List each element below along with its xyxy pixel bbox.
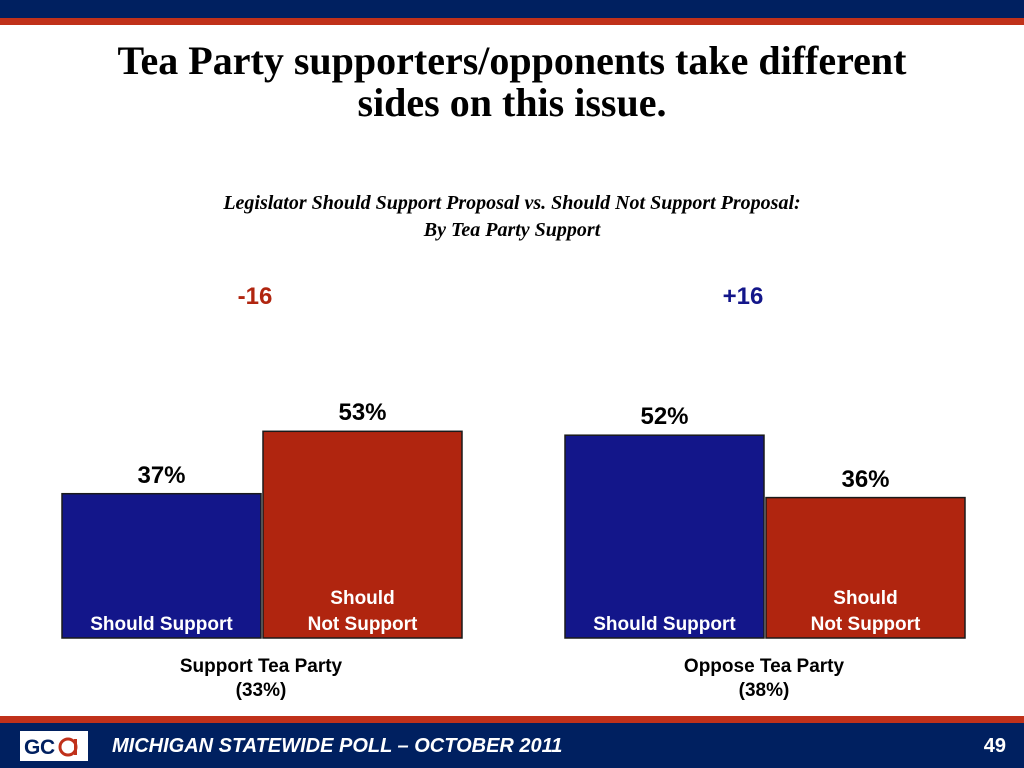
page-number: 49 — [983, 735, 1006, 757]
slide-title: Tea Party supporters/opponents take diff… — [0, 40, 1024, 124]
footer-poll-title: MICHIGAN STATEWIDE POLL – OCTOBER 2011 — [112, 735, 563, 757]
group-name: Support Tea Party — [179, 656, 343, 677]
gca-logo: G C — [20, 731, 88, 761]
bar-category-label-line-1: Should — [833, 588, 898, 609]
bar-value-label: 37% — [137, 461, 186, 489]
bar-category-label: Should Support — [62, 612, 262, 638]
header-navy-bar — [0, 0, 1024, 18]
bar-should-not-support — [765, 496, 966, 639]
chart-subtitle-line-1: Legislator Should Support Proposal vs. S… — [223, 192, 801, 214]
bar-category-label-line-1: Should Support — [593, 614, 736, 635]
footer-navy-bar — [0, 723, 1024, 768]
gca-logo-icon: G C — [24, 736, 78, 759]
bar-should-support — [61, 492, 262, 639]
bar-value-label: 53% — [338, 399, 387, 427]
bar-category-label-line-2: Not Support — [810, 614, 921, 635]
bar-category-label-line-1: Should Support — [90, 614, 233, 635]
bar-should-support — [564, 434, 765, 639]
group-share: (33%) — [235, 680, 287, 701]
bar-should-not-support — [262, 430, 463, 639]
slide-title-line-1: Tea Party supporters/opponents take diff… — [117, 38, 907, 83]
chart-subtitle: Legislator Should Support Proposal vs. S… — [0, 190, 1024, 244]
group-label-oppose-tea-party: Oppose Tea Party (38%) — [614, 655, 914, 703]
svg-text:G: G — [24, 736, 40, 759]
group-label-support-tea-party: Support Tea Party (33%) — [111, 655, 411, 703]
bar-value-label: 36% — [841, 465, 890, 493]
chart-subtitle-line-2: By Tea Party Support — [423, 219, 601, 241]
footer-red-stripe — [0, 716, 1024, 723]
bar-value-label: 52% — [640, 403, 689, 431]
group-share: (38%) — [738, 680, 790, 701]
header-red-stripe — [0, 18, 1024, 25]
svg-text:C: C — [40, 736, 55, 759]
bar-category-label-line-1: Should — [330, 588, 395, 609]
bar-category-label: Should Not Support — [263, 586, 463, 638]
bar-category-label: Should Support — [565, 612, 765, 638]
bar-category-label: Should Not Support — [766, 586, 966, 638]
bar-category-label-line-2: Not Support — [307, 614, 418, 635]
difference-label-oppose-group: +16 — [722, 283, 764, 310]
slide-title-line-2: sides on this issue. — [357, 80, 667, 125]
group-name: Oppose Tea Party — [683, 656, 845, 677]
difference-label-support-group: -16 — [237, 283, 273, 310]
